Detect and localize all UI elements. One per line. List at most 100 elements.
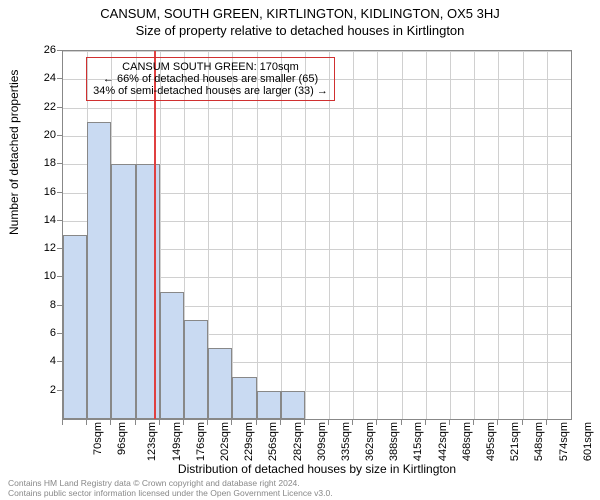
footer-attribution: Contains HM Land Registry data © Crown c…	[8, 479, 333, 498]
chart-container: CANSUM, SOUTH GREEN, KIRTLINGTON, KIDLIN…	[0, 0, 600, 500]
x-tick-label: 149sqm	[171, 422, 183, 461]
gridline-h	[63, 136, 571, 137]
x-tick-label: 442sqm	[437, 422, 449, 461]
y-tick-mark	[57, 333, 62, 334]
y-tick-mark	[57, 107, 62, 108]
x-tick-label: 202sqm	[219, 422, 231, 461]
x-tick-label: 362sqm	[364, 422, 376, 461]
histogram-bar	[184, 320, 208, 419]
y-tick-label: 24	[26, 72, 56, 84]
y-tick-mark	[57, 78, 62, 79]
x-tick-label: 601sqm	[582, 422, 594, 461]
x-tick-label: 229sqm	[243, 422, 255, 461]
y-tick-label: 8	[26, 299, 56, 311]
x-tick-mark	[401, 420, 402, 425]
x-tick-mark	[256, 420, 257, 425]
y-tick-label: 12	[26, 242, 56, 254]
y-tick-mark	[57, 276, 62, 277]
y-tick-label: 10	[26, 270, 56, 282]
x-tick-mark	[135, 420, 136, 425]
x-tick-mark	[473, 420, 474, 425]
x-tick-label: 415sqm	[413, 422, 425, 461]
plot-area: CANSUM SOUTH GREEN: 170sqm ← 66% of deta…	[62, 50, 572, 420]
footer-line2: Contains public sector information licen…	[8, 489, 333, 498]
reference-line	[154, 51, 156, 419]
x-tick-label: 123sqm	[147, 422, 159, 461]
gridline-v	[257, 51, 258, 419]
x-tick-mark	[62, 420, 63, 425]
y-tick-label: 6	[26, 327, 56, 339]
y-axis-title: Number of detached properties	[7, 70, 21, 235]
y-tick-mark	[57, 163, 62, 164]
annotation-line2: ← 66% of detached houses are smaller (65…	[93, 73, 328, 85]
x-tick-label: 282sqm	[292, 422, 304, 461]
x-tick-mark	[280, 420, 281, 425]
x-tick-label: 176sqm	[195, 422, 207, 461]
x-tick-mark	[183, 420, 184, 425]
x-tick-mark	[546, 420, 547, 425]
x-tick-label: 495sqm	[485, 422, 497, 461]
y-tick-label: 4	[26, 355, 56, 367]
y-tick-label: 16	[26, 186, 56, 198]
x-tick-label: 521sqm	[509, 422, 521, 461]
x-tick-mark	[231, 420, 232, 425]
y-tick-mark	[57, 192, 62, 193]
histogram-bar	[208, 348, 232, 419]
gridline-v	[498, 51, 499, 419]
annotation-line3: 34% of semi-detached houses are larger (…	[93, 85, 328, 97]
x-tick-mark	[352, 420, 353, 425]
x-tick-mark	[207, 420, 208, 425]
gridline-v	[305, 51, 306, 419]
x-tick-label: 335sqm	[340, 422, 352, 461]
histogram-bar	[63, 235, 87, 419]
x-tick-mark	[522, 420, 523, 425]
gridline-v	[450, 51, 451, 419]
y-tick-mark	[57, 305, 62, 306]
x-tick-mark	[328, 420, 329, 425]
x-tick-label: 70sqm	[92, 422, 104, 455]
annotation-box: CANSUM SOUTH GREEN: 170sqm ← 66% of deta…	[86, 57, 335, 101]
x-tick-mark	[86, 420, 87, 425]
x-tick-label: 468sqm	[461, 422, 473, 461]
gridline-v	[402, 51, 403, 419]
y-tick-mark	[57, 220, 62, 221]
y-tick-mark	[57, 390, 62, 391]
y-tick-label: 20	[26, 129, 56, 141]
x-tick-label: 548sqm	[534, 422, 546, 461]
x-tick-label: 96sqm	[116, 422, 128, 455]
histogram-bar	[111, 164, 135, 419]
y-tick-label: 22	[26, 101, 56, 113]
gridline-v	[281, 51, 282, 419]
y-tick-label: 2	[26, 384, 56, 396]
annotation-line1: CANSUM SOUTH GREEN: 170sqm	[93, 61, 328, 73]
histogram-bar	[136, 164, 160, 419]
x-tick-mark	[497, 420, 498, 425]
y-tick-mark	[57, 248, 62, 249]
title-sub: Size of property relative to detached ho…	[0, 21, 600, 38]
x-tick-label: 388sqm	[388, 422, 400, 461]
x-tick-label: 574sqm	[558, 422, 570, 461]
y-tick-mark	[57, 135, 62, 136]
x-tick-mark	[425, 420, 426, 425]
gridline-h	[63, 51, 571, 52]
gridline-v	[377, 51, 378, 419]
gridline-v	[547, 51, 548, 419]
x-tick-label: 309sqm	[316, 422, 328, 461]
y-tick-mark	[57, 50, 62, 51]
gridline-v	[474, 51, 475, 419]
y-tick-label: 14	[26, 214, 56, 226]
gridline-v	[329, 51, 330, 419]
x-tick-mark	[376, 420, 377, 425]
x-tick-mark	[304, 420, 305, 425]
x-axis-title: Distribution of detached houses by size …	[62, 462, 572, 476]
x-tick-label: 256sqm	[267, 422, 279, 461]
x-tick-mark	[110, 420, 111, 425]
y-tick-mark	[57, 361, 62, 362]
gridline-v	[523, 51, 524, 419]
gridline-v	[353, 51, 354, 419]
x-tick-mark	[449, 420, 450, 425]
histogram-bar	[232, 377, 256, 419]
title-main: CANSUM, SOUTH GREEN, KIRTLINGTON, KIDLIN…	[0, 0, 600, 21]
y-tick-label: 26	[26, 44, 56, 56]
histogram-bar	[160, 292, 184, 419]
